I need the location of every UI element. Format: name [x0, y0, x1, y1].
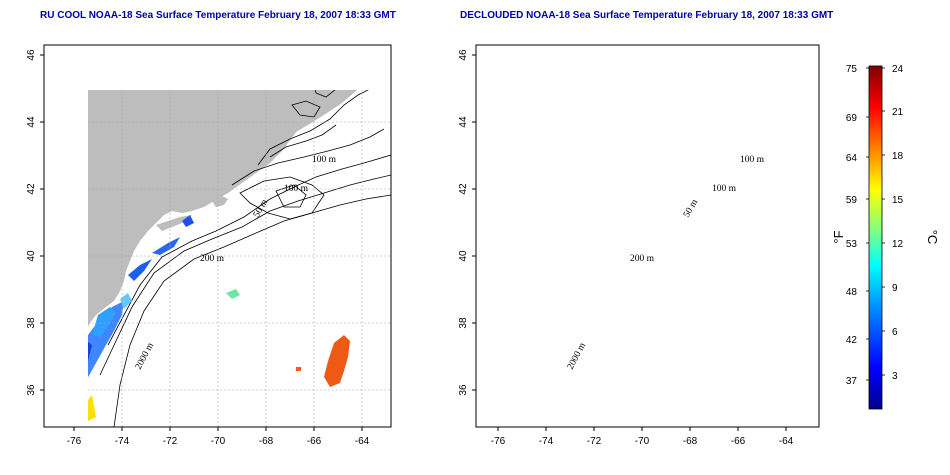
celsius-tick: 21 [892, 107, 904, 118]
right-x-axis: -76 -74 -72 -70 -68 -66 -64 [491, 427, 794, 447]
x-tick-label: -66 [731, 436, 746, 447]
fahrenheit-tick: 69 [846, 113, 858, 124]
left-sst-gulfstream-patch [324, 335, 350, 387]
left-contour-label-200m: 200 m [200, 254, 225, 264]
y-tick-label: 40 [26, 250, 37, 262]
y-tick-label: 38 [26, 317, 37, 329]
celsius-tick: 18 [892, 151, 904, 162]
fahrenheit-tick: 42 [846, 335, 858, 346]
celsius-axis-label: °C [925, 230, 940, 245]
right-contour-label-2000m: 2000 m [566, 341, 589, 372]
y-tick-label: 46 [26, 49, 37, 61]
y-tick-label: 46 [458, 49, 469, 61]
y-tick-label: 36 [458, 384, 469, 396]
left-y-axis: 36 38 40 42 44 46 [26, 49, 44, 396]
fahrenheit-tick: 48 [846, 287, 858, 298]
left-sst-nearshore [88, 215, 194, 421]
right-y-axis: 36 38 40 42 44 46 [458, 49, 476, 396]
x-tick-label: -68 [683, 436, 698, 447]
fahrenheit-tick: 37 [846, 376, 858, 387]
left-x-axis: -76 -74 -72 -70 -68 -66 -64 [67, 427, 370, 447]
left-contour-label-100m-b: 100 m [284, 184, 309, 194]
x-tick-label: -72 [587, 436, 602, 447]
fahrenheit-tick: 64 [846, 153, 858, 164]
x-tick-label: -64 [355, 436, 370, 447]
x-tick-label: -74 [115, 436, 130, 447]
left-map-panel: 100 m 100 m 50 m 200 m 2000 m -76 -74 -7… [26, 44, 392, 447]
right-contour-label-100m-a: 100 m [740, 155, 765, 165]
temperature-colorbar: 75 69 64 59 53 48 42 37 24 21 18 15 12 9… [831, 64, 940, 410]
x-tick-label: -70 [211, 436, 226, 447]
fahrenheit-tick: 59 [846, 195, 858, 206]
left-contour-label-2000m: 2000 m [134, 341, 157, 372]
celsius-tick: 12 [892, 239, 904, 250]
fahrenheit-tick: 53 [846, 239, 858, 250]
x-tick-label: -66 [307, 436, 322, 447]
y-tick-label: 44 [26, 116, 37, 128]
right-sst-nearshore [508, 271, 576, 369]
y-tick-label: 42 [458, 183, 469, 195]
left-contour-label-100m-a: 100 m [312, 155, 337, 165]
colorbar-gradient [868, 65, 883, 410]
right-map-panel: 100 m 100 m 50 m 200 m 2000 m -76 -74 -7… [458, 44, 820, 447]
right-contour-label-200m: 200 m [630, 254, 655, 264]
x-tick-label: -68 [259, 436, 274, 447]
x-tick-label: -76 [491, 436, 506, 447]
celsius-tick: 9 [892, 283, 898, 294]
y-tick-label: 42 [26, 183, 37, 195]
y-tick-label: 38 [458, 317, 469, 329]
fahrenheit-tick: 75 [846, 64, 858, 75]
x-tick-label: -70 [635, 436, 650, 447]
right-map-frame [475, 44, 820, 428]
y-tick-label: 44 [458, 116, 469, 128]
fahrenheit-axis-label: °F [831, 230, 846, 243]
y-tick-label: 40 [458, 250, 469, 262]
right-sst-gulfstream-patch [758, 337, 778, 383]
right-sst-small-patch [662, 293, 670, 301]
celsius-tick: 3 [892, 371, 898, 382]
celsius-tick: 24 [892, 64, 904, 75]
right-contour-label-100m-b: 100 m [712, 184, 737, 194]
x-tick-label: -64 [779, 436, 794, 447]
x-tick-label: -76 [67, 436, 82, 447]
y-tick-label: 36 [26, 384, 37, 396]
left-sst-small-patch [226, 289, 240, 299]
left-map-title: RU COOL NOAA-18 Sea Surface Temperature … [40, 10, 396, 21]
x-tick-label: -72 [163, 436, 178, 447]
right-map-title: DECLOUDED NOAA-18 Sea Surface Temperatur… [460, 10, 834, 21]
right-contour-label-50m: 50 m [682, 197, 701, 219]
celsius-tick: 6 [892, 327, 898, 338]
celsius-tick: 15 [892, 195, 904, 206]
x-tick-label: -74 [539, 436, 554, 447]
